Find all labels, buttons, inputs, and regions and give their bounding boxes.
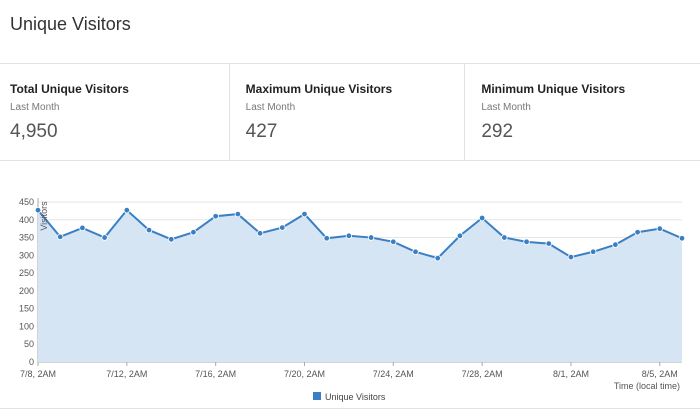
data-point — [390, 238, 397, 246]
x-tick-label: 7/12, 2AM — [106, 369, 147, 379]
data-point — [79, 224, 86, 232]
stat-title: Minimum Unique Visitors — [481, 82, 626, 96]
y-tick-label: 300 — [19, 250, 34, 260]
data-point — [256, 230, 264, 237]
data-point — [57, 233, 64, 241]
data-point — [678, 235, 686, 242]
y-tick-label: 150 — [19, 304, 34, 314]
visitors-chart: 0 50 100 150 200 250 300 350 400 450 7/8, 2AM 7/12,… — [0, 162, 700, 412]
legend-label: Unique Visitors — [325, 392, 386, 402]
stat-period: Last Month — [245, 102, 296, 113]
stat-value: 292 — [481, 121, 514, 142]
stats-row: Total Unique Visitors Last Month 4,950 M… — [0, 64, 700, 161]
series-line — [37, 208, 683, 260]
stat-value: 4,950 — [10, 121, 58, 142]
divider — [0, 408, 700, 409]
stat-period: Last Month — [481, 102, 531, 113]
data-point — [212, 213, 219, 220]
data-point — [434, 254, 441, 262]
x-tick-label: 8/5, 2AM — [642, 369, 678, 379]
x-tick-label: 7/16, 2AM — [195, 369, 236, 379]
x-tick-label: 7/24, 2AM — [373, 369, 414, 379]
stat-period: Last Month — [10, 102, 60, 113]
x-tick-label: 7/28, 2AM — [462, 369, 503, 379]
stat-title: Maximum Unique Visitors — [245, 82, 393, 96]
data-point — [478, 214, 486, 222]
data-point — [168, 236, 175, 243]
data-point — [656, 225, 663, 232]
data-point — [634, 229, 641, 236]
data-point — [567, 253, 575, 261]
stat-minimum: Minimum Unique Visitors Last Month 292 — [464, 64, 700, 160]
data-point — [345, 232, 353, 239]
y-tick-label: 0 — [29, 357, 34, 367]
stat-value: 427 — [245, 121, 278, 142]
y-tick-label: 100 — [19, 321, 34, 331]
y-tick-label: 400 — [19, 215, 34, 225]
y-axis-label: Visitors — [39, 201, 49, 231]
page-header: Unique Visitors — [0, 0, 700, 64]
data-point — [612, 241, 619, 248]
legend-swatch — [313, 392, 321, 400]
data-point — [190, 229, 197, 236]
x-tick-label: 7/8, 2AM — [20, 369, 56, 379]
visitors-chart-svg: 0 50 100 150 200 250 300 350 400 450 7/8, 2AM 7/12,… — [19, 197, 686, 402]
data-point — [234, 210, 242, 218]
data-point — [123, 206, 131, 214]
data-point — [456, 232, 464, 239]
data-point — [412, 248, 419, 255]
y-tick-label: 200 — [19, 286, 34, 296]
data-point — [279, 224, 286, 231]
data-point — [367, 234, 375, 241]
page-title: Unique Visitors — [10, 14, 131, 34]
data-point — [101, 234, 108, 241]
stat-title: Total Unique Visitors — [10, 82, 129, 96]
x-tick-label: 8/1, 2AM — [553, 369, 589, 379]
data-point — [589, 248, 597, 255]
stat-maximum: Maximum Unique Visitors Last Month 427 — [228, 64, 465, 160]
data-point — [301, 210, 308, 218]
data-point — [501, 234, 508, 241]
x-tick-label: 7/20, 2AM — [284, 369, 325, 379]
x-axis-label: Time (local time) — [614, 381, 680, 391]
y-tick-label: 350 — [19, 233, 34, 243]
data-point — [145, 226, 153, 234]
data-point — [34, 206, 42, 214]
y-tick-label: 50 — [24, 339, 34, 349]
data-point — [545, 240, 552, 247]
stat-total: Total Unique Visitors Last Month 4,950 — [0, 64, 229, 160]
data-point — [323, 235, 330, 242]
y-tick-label: 250 — [19, 268, 34, 278]
y-tick-label: 450 — [19, 197, 34, 207]
data-point — [523, 238, 530, 246]
series-area — [38, 210, 682, 362]
